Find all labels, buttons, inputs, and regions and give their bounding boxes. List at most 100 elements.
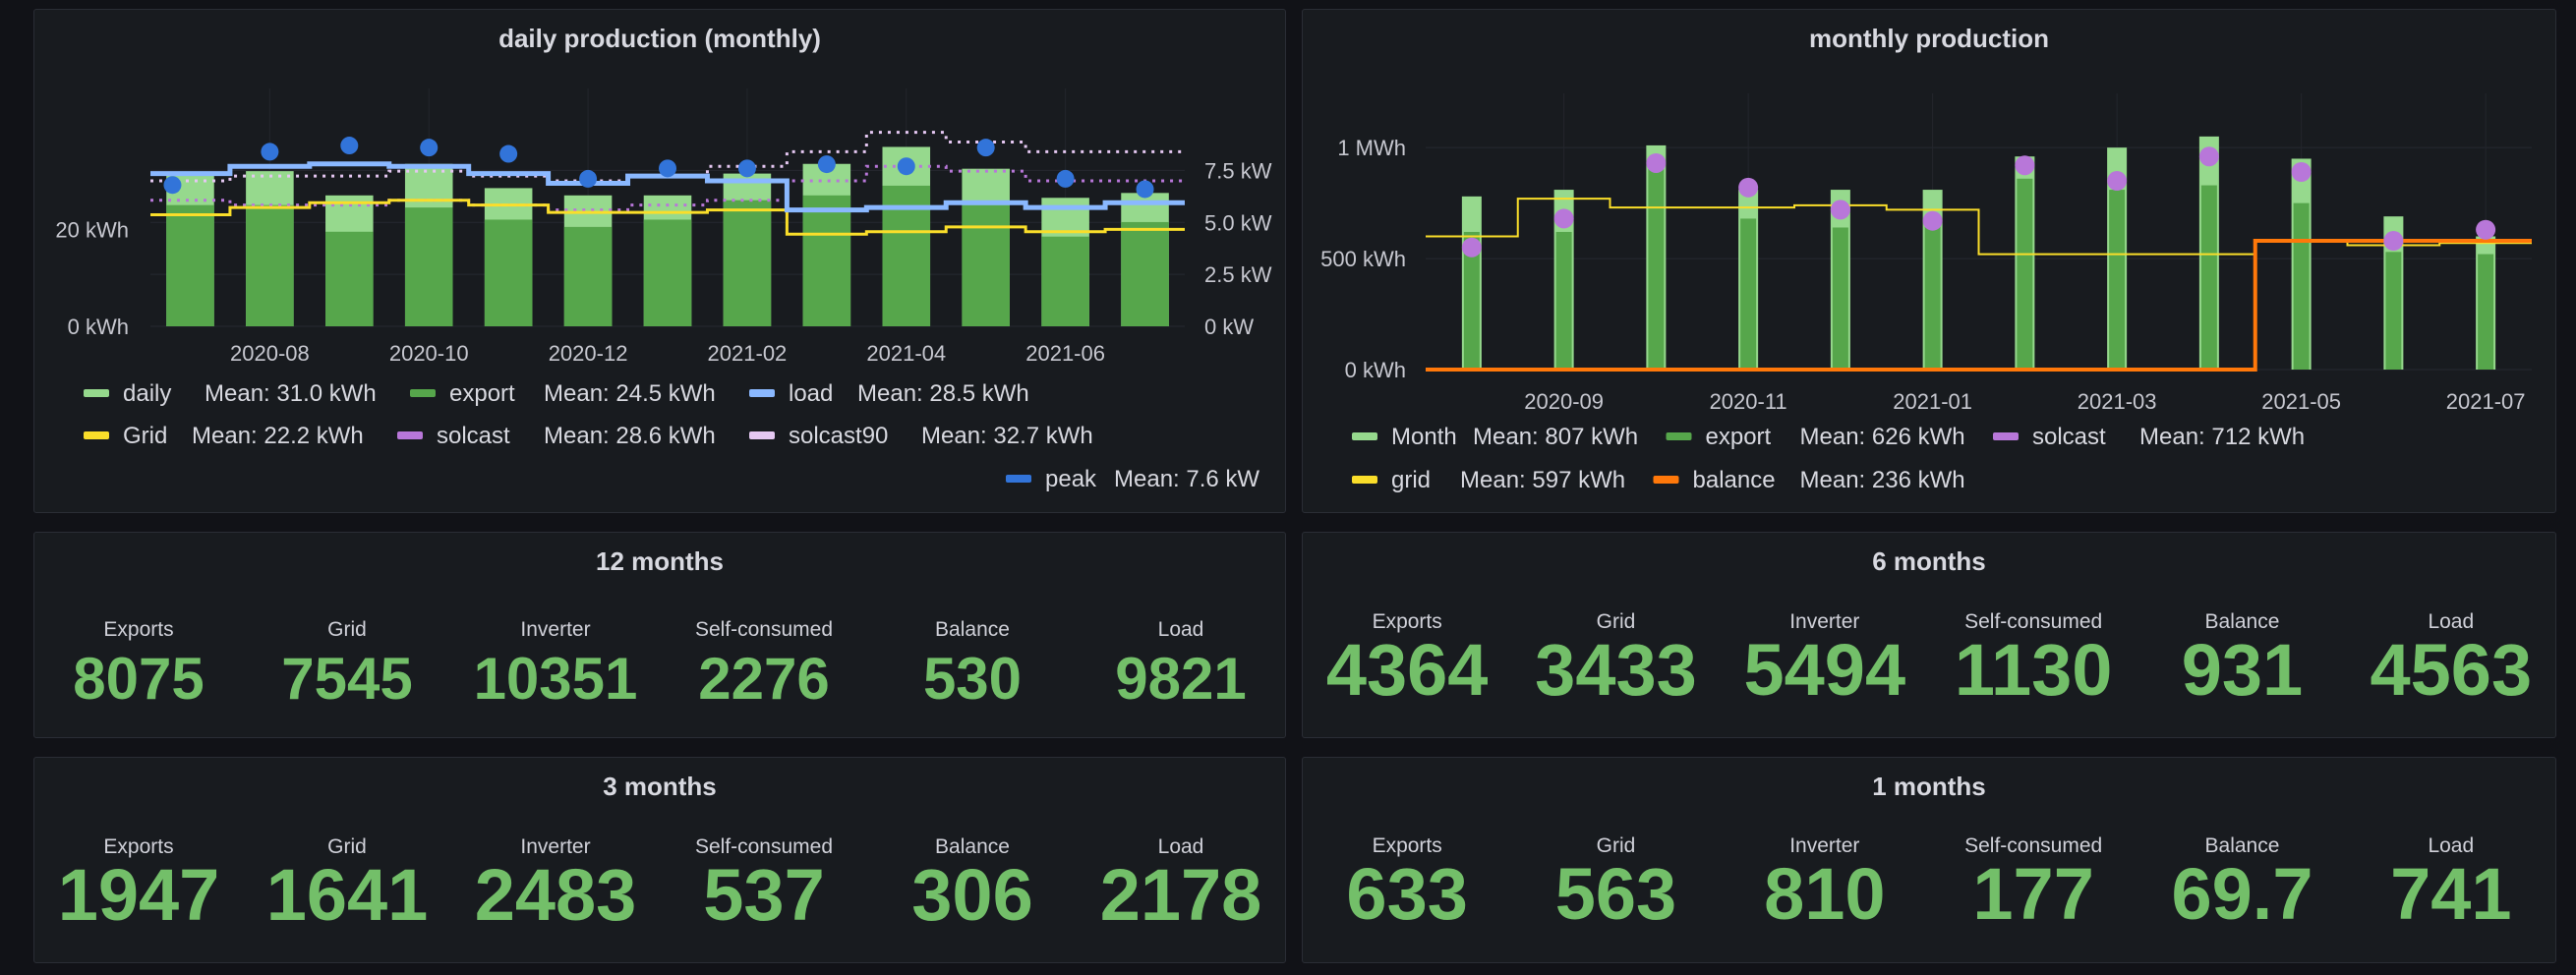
line-balance[interactable] (1426, 239, 2532, 372)
stat-label: Balance (935, 835, 1010, 858)
point-solcast[interactable] (2198, 146, 2219, 167)
stat-grid: Grid 563 (1511, 834, 1720, 931)
point-peak[interactable] (1056, 169, 1075, 188)
panel-title[interactable]: 6 months (1872, 546, 1986, 576)
bar-export[interactable] (2385, 252, 2402, 370)
bar-export[interactable] (2017, 178, 2033, 370)
legend-swatch-balance[interactable] (1653, 476, 1679, 484)
point-peak[interactable] (261, 143, 279, 161)
point-peak[interactable] (499, 144, 518, 163)
stat-row: Exports 1947 Grid 1641 Inverter 2483 Self-cons… (34, 835, 1285, 932)
stat-value: 9821 (1115, 646, 1247, 712)
bar-export[interactable] (404, 207, 453, 326)
point-peak[interactable] (420, 139, 439, 157)
bar-export[interactable] (1648, 158, 1665, 370)
x-tick-label: 2021-05 (2261, 389, 2341, 414)
stat-value: 4563 (2370, 629, 2533, 711)
point-solcast[interactable] (1646, 152, 1667, 173)
stat-value: 69.7 (2171, 853, 2313, 935)
bar-export[interactable] (962, 204, 1010, 326)
panel-title[interactable]: daily production (monthly) (498, 24, 821, 53)
stat-value: 537 (703, 854, 825, 936)
y2-tick-label: 7.5 kW (1204, 158, 1272, 183)
legend-label: solcast (2032, 424, 2106, 450)
bar-export[interactable] (2293, 202, 2310, 370)
point-peak[interactable] (897, 157, 915, 176)
stat-label: Exports (1372, 610, 1442, 633)
point-solcast[interactable] (2476, 219, 2496, 240)
legend-swatch-solcast[interactable] (1993, 432, 2019, 440)
stat-value: 563 (1554, 853, 1677, 935)
stat-panel-12-months: 12 months Exports 8075 Grid 7545 Inverter 103… (33, 532, 1286, 738)
bar-export[interactable] (2200, 185, 2217, 370)
line-grid[interactable] (1426, 198, 2532, 256)
bar-export[interactable] (1740, 218, 1757, 370)
point-solcast[interactable] (2107, 171, 2128, 192)
bar-export[interactable] (2109, 190, 2126, 370)
point-peak[interactable] (340, 137, 359, 155)
legend-mean: Mean: 7.6 kW (1114, 466, 1259, 492)
bar-export[interactable] (1121, 221, 1169, 326)
legend-swatch-peak[interactable] (1006, 475, 1031, 483)
stat-value: 633 (1346, 853, 1468, 935)
point-peak[interactable] (737, 159, 756, 178)
panel-title[interactable]: 1 months (1872, 772, 1986, 801)
bar-export[interactable] (2478, 254, 2494, 370)
stat-value: 177 (1972, 853, 2094, 935)
bar-export[interactable] (1924, 216, 1941, 370)
bar-export[interactable] (563, 226, 613, 326)
panel-title[interactable]: monthly production (1808, 24, 2050, 53)
point-solcast[interactable] (2015, 155, 2035, 176)
bar-export[interactable] (325, 231, 374, 326)
legend-swatch-export[interactable] (1666, 432, 1692, 440)
line-solcast[interactable] (150, 164, 1185, 212)
bar-export[interactable] (1041, 236, 1089, 326)
point-solcast[interactable] (1553, 208, 1574, 229)
legend-label: Month (1391, 424, 1457, 450)
legend-swatch-grid[interactable] (1352, 476, 1377, 484)
legend-swatch-daily[interactable] (1352, 432, 1377, 440)
stat-load: Load 9821 (1077, 618, 1285, 709)
bar-export[interactable] (166, 204, 214, 326)
bar-export[interactable] (1832, 227, 1848, 370)
stat-value: 306 (911, 854, 1033, 936)
bar-export[interactable] (802, 195, 851, 326)
y2-tick-label: 5.0 kW (1204, 210, 1272, 235)
legend-mean: Mean: 597 kWh (1460, 467, 1625, 493)
legend-swatch-solcast[interactable] (397, 431, 423, 439)
legend-swatch-solcast90[interactable] (749, 431, 775, 439)
legend-swatch-grid[interactable] (84, 431, 109, 439)
stat-grid: Grid 3433 (1511, 610, 1720, 707)
stat-value: 2276 (698, 646, 830, 712)
legend-mean: Mean: 31.0 kWh (205, 380, 377, 407)
point-solcast[interactable] (1738, 177, 1759, 198)
point-peak[interactable] (163, 176, 182, 195)
point-peak[interactable] (817, 155, 836, 174)
stat-value: 3433 (1535, 629, 1697, 711)
stat-load: Load 741 (2347, 834, 2555, 931)
legend-swatch-export[interactable] (410, 389, 436, 397)
point-solcast[interactable] (2291, 162, 2312, 183)
point-peak[interactable] (1136, 180, 1154, 199)
point-solcast[interactable] (2383, 231, 2404, 252)
point-peak[interactable] (579, 169, 598, 188)
legend-swatch-daily[interactable] (84, 389, 109, 397)
point-peak[interactable] (976, 139, 995, 157)
bar-export[interactable] (1463, 231, 1480, 370)
line-grid[interactable] (150, 199, 1185, 236)
bar-export[interactable] (723, 200, 772, 326)
stat-label: Grid (1596, 834, 1636, 857)
legend-mean: Mean: 28.5 kWh (857, 380, 1029, 407)
point-solcast[interactable] (1830, 200, 1850, 220)
bar-export[interactable] (1555, 231, 1572, 370)
bar-export[interactable] (643, 219, 692, 326)
y-tick-label: 20 kWh (55, 217, 129, 242)
panel-title[interactable]: 12 months (595, 546, 725, 576)
panel-title[interactable]: 3 months (603, 772, 717, 801)
bar-export[interactable] (484, 219, 533, 326)
point-peak[interactable] (659, 159, 676, 178)
legend-swatch-load[interactable] (749, 389, 775, 397)
point-solcast[interactable] (1922, 210, 1943, 231)
bar-export[interactable] (246, 204, 294, 326)
point-solcast[interactable] (1461, 237, 1482, 258)
